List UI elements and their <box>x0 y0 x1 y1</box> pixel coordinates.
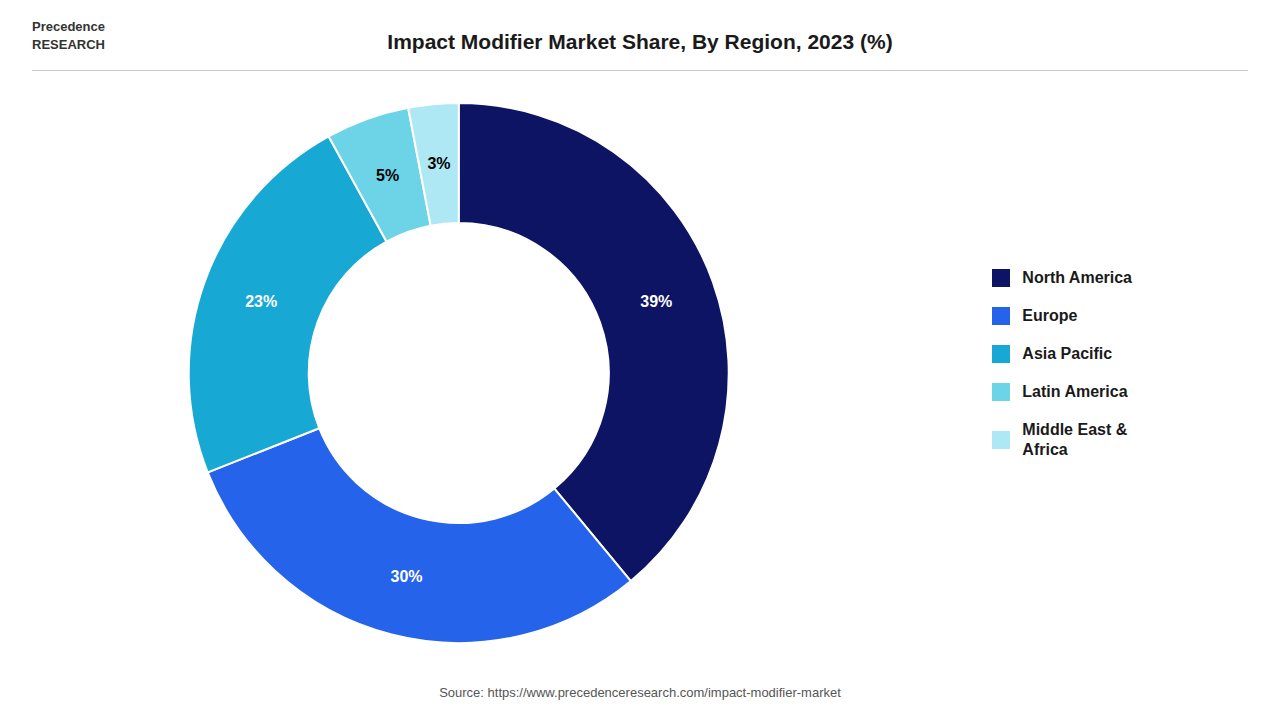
html-text:Precedence: Precedence <box>32 19 105 34</box>
html-text:Europe: Europe <box>1022 307 1078 324</box>
svg-text:39%: 39% <box>640 293 672 310</box>
html-text:Middle East &: Middle East & <box>1022 421 1128 438</box>
html-text:Africa: Africa <box>1022 441 1068 458</box>
html-text:Asia Pacific: Asia Pacific <box>1022 345 1113 362</box>
svg-text:5%: 5% <box>376 167 399 184</box>
html-text:Source: https://www.precedence: Source: https://www.precedenceresearch.c… <box>439 685 841 700</box>
html-text:Latin America: Latin America <box>1022 383 1128 400</box>
svg-text:3%: 3% <box>427 155 450 172</box>
html-text:North America: North America <box>1022 269 1132 286</box>
svg-text:23%: 23% <box>245 293 277 310</box>
svg-text:30%: 30% <box>390 568 422 585</box>
html-text:RESEARCH: RESEARCH <box>32 37 105 52</box>
html-text:Impact Modifier Market Share,: Impact Modifier Market Share, By Region,… <box>387 30 893 53</box>
